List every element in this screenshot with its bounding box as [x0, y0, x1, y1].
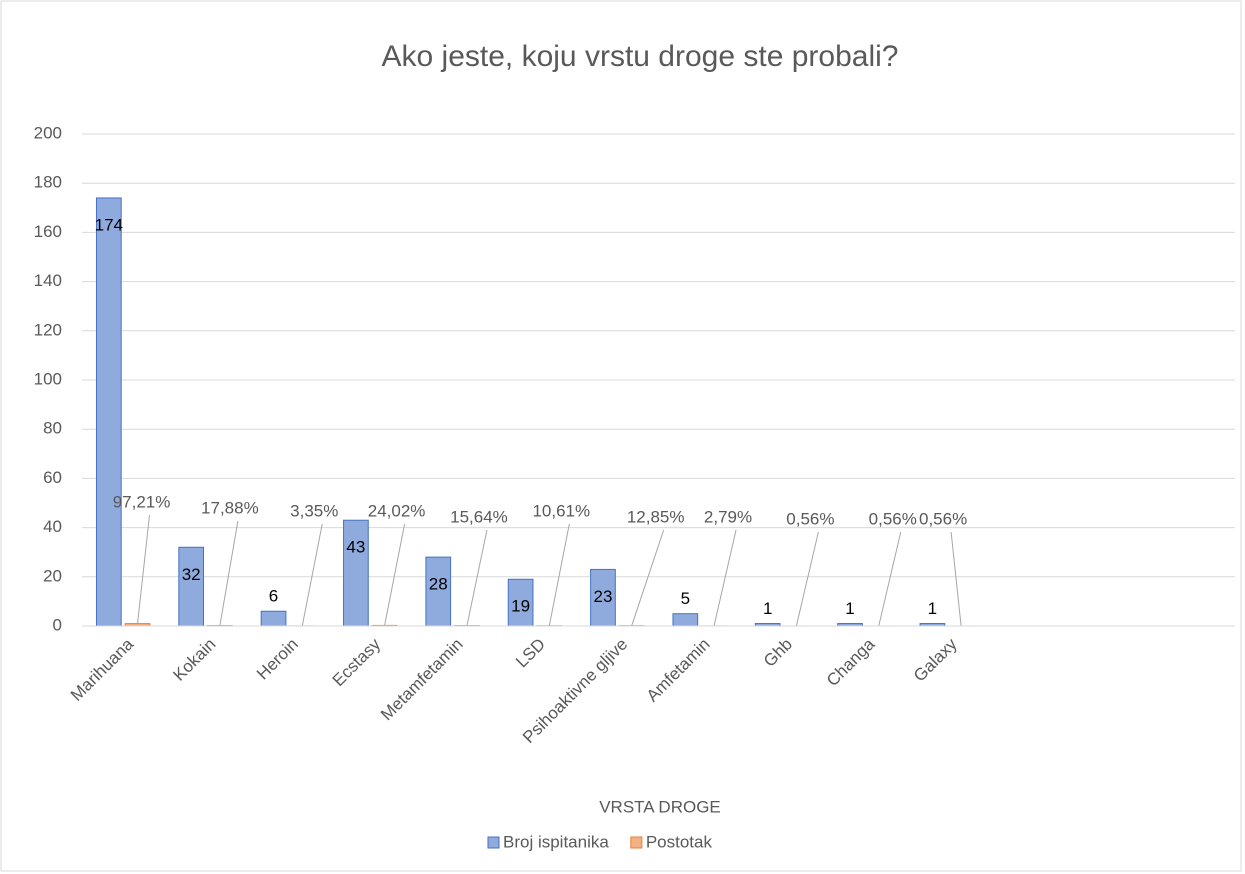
data-label: 32 — [182, 565, 201, 584]
leader-line — [466, 529, 488, 626]
data-label: 15,64% — [450, 507, 508, 526]
legend-swatch — [630, 836, 643, 849]
chart-title: Ako jeste, koju vrstu droge ste probali? — [382, 40, 899, 73]
y-tick-label: 160 — [34, 222, 62, 241]
leader-line — [137, 514, 151, 624]
data-label: 43 — [346, 538, 365, 557]
data-label: 5 — [681, 589, 690, 608]
y-tick-label: 0 — [53, 615, 62, 634]
data-label: 28 — [429, 575, 448, 594]
data-label: 1 — [845, 599, 854, 618]
y-tick-label: 140 — [34, 271, 62, 290]
data-label: 174 — [95, 215, 123, 234]
data-label: 10,61% — [532, 501, 590, 520]
data-label: 0,56% — [869, 509, 917, 528]
legend-swatch — [487, 836, 500, 849]
data-label: 3,35% — [290, 501, 338, 520]
leader-line — [301, 523, 323, 627]
y-tick-label: 120 — [34, 320, 62, 339]
data-label: 24,02% — [368, 501, 426, 520]
data-label: 97,21% — [113, 492, 171, 511]
data-label: 0,56% — [919, 509, 967, 528]
bar — [672, 613, 699, 627]
leader-line — [219, 520, 239, 626]
x-axis-title: VRSTA DROGE — [599, 797, 721, 816]
bar — [507, 578, 534, 627]
leader-line — [548, 523, 570, 626]
data-label: 17,88% — [201, 498, 259, 517]
bar — [260, 610, 287, 627]
data-label: 0,56% — [786, 509, 834, 528]
y-tick-label: 200 — [34, 123, 62, 142]
data-label: 6 — [269, 587, 278, 606]
bar — [95, 197, 122, 627]
y-tick-label: 60 — [43, 468, 62, 487]
data-label: 1 — [763, 599, 772, 618]
bar — [590, 568, 616, 627]
data-label: 23 — [594, 587, 613, 606]
bar — [178, 546, 205, 627]
leader-line — [795, 531, 819, 627]
data-label: 12,85% — [627, 507, 685, 526]
y-tick-label: 100 — [34, 369, 62, 388]
y-tick-label: 180 — [34, 173, 62, 192]
data-label: 1 — [928, 599, 937, 618]
bar — [343, 519, 369, 627]
leader-line — [384, 523, 406, 626]
data-label: 19 — [511, 597, 530, 616]
y-tick-label: 80 — [43, 419, 62, 438]
legend-label: Broj ispitanika — [503, 832, 609, 851]
legend-label: Postotak — [646, 832, 713, 851]
leader-line — [713, 529, 737, 627]
leader-line — [631, 529, 665, 626]
leader-line — [878, 531, 902, 627]
y-tick-label: 20 — [43, 566, 62, 585]
data-label: 2,79% — [704, 507, 752, 526]
leader-line — [950, 531, 962, 627]
y-tick-label: 40 — [43, 517, 62, 536]
